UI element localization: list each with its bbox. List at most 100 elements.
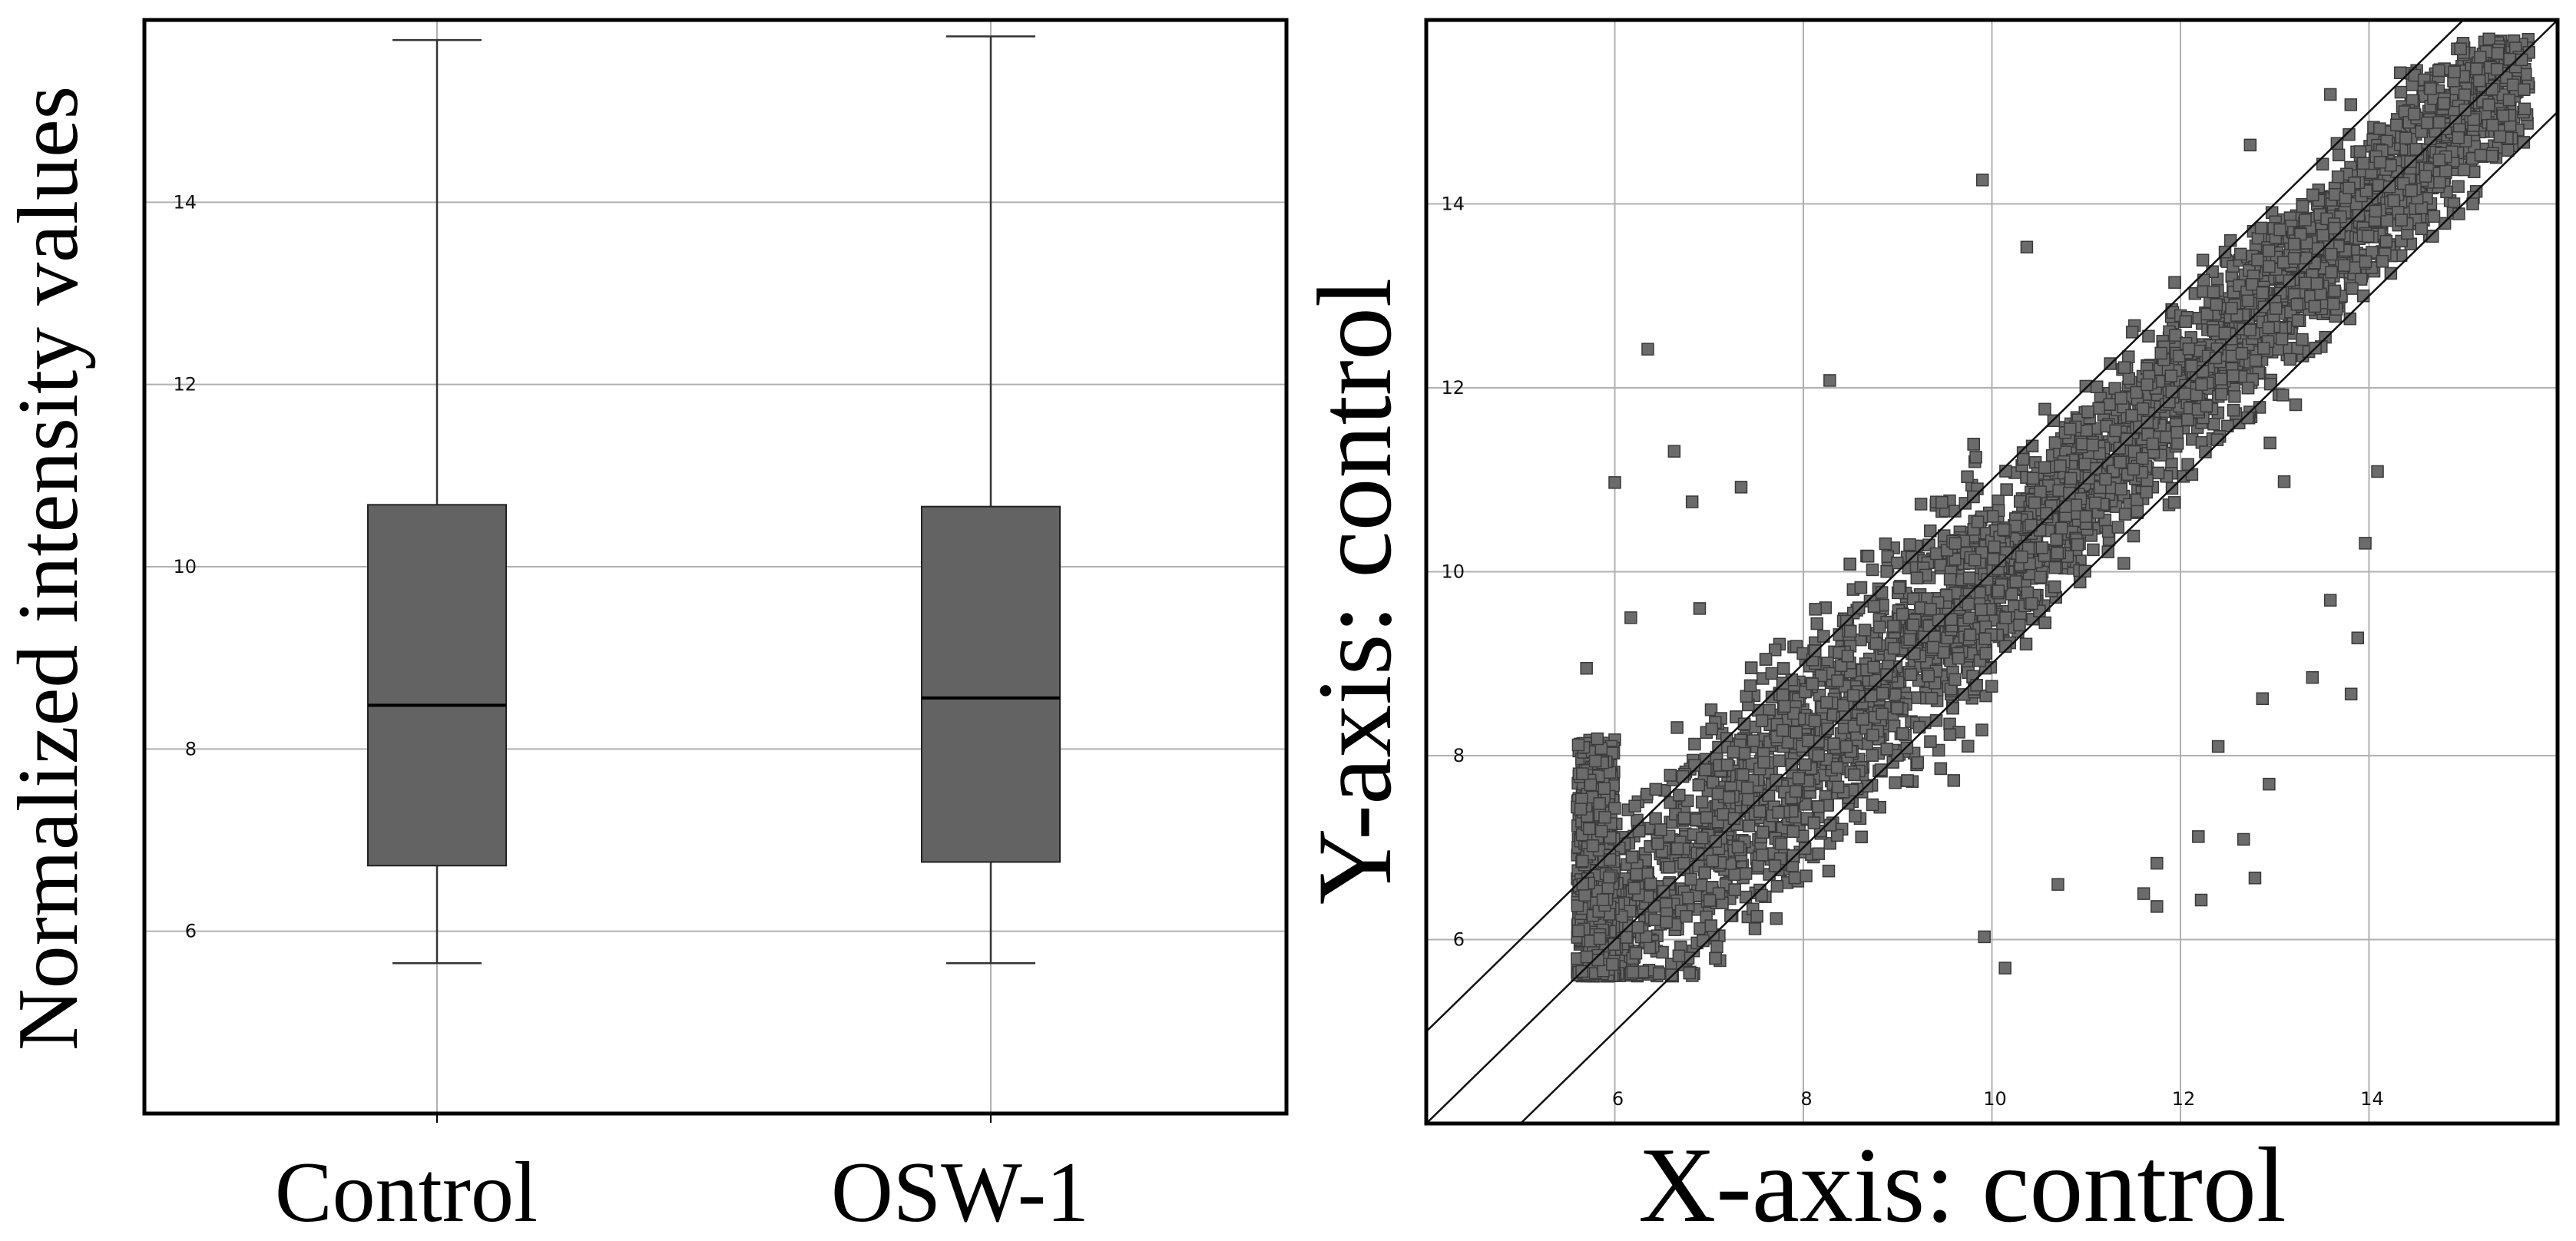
scatter-point <box>1670 721 1684 734</box>
scatter-point <box>2081 405 2094 419</box>
scatter-point <box>2251 253 2264 266</box>
scatter-point <box>2404 155 2417 168</box>
scatter-point <box>1952 651 1965 665</box>
scatter-point <box>2117 557 2131 570</box>
scatter-point <box>1802 734 1815 747</box>
scatter-point <box>1876 687 1889 700</box>
scatter-point <box>2306 188 2319 202</box>
scatter-point <box>2233 247 2247 261</box>
scatter-point <box>1584 778 1598 792</box>
scatter-point <box>1628 799 1641 812</box>
scatter-points <box>1571 32 2535 983</box>
scatter-point <box>2196 365 2210 378</box>
scatter-point <box>2064 422 2077 435</box>
scatter-point <box>1588 754 1602 768</box>
scatter-point <box>2214 372 2228 386</box>
scatter-point <box>2118 508 2132 521</box>
scatter-point <box>1866 563 1879 577</box>
scatter-point <box>2359 255 2372 269</box>
scatter-point <box>1903 633 1916 647</box>
scatter-point <box>2306 670 2319 684</box>
scatter-point <box>2090 380 2104 393</box>
scatter-point <box>2448 65 2461 78</box>
box-iqr <box>367 504 507 867</box>
scatter-point <box>1770 879 1784 893</box>
scatter-point <box>2361 230 2375 243</box>
scatter-point <box>1975 174 1989 187</box>
scatter-point <box>1812 847 1826 860</box>
scatter-point <box>2518 102 2531 116</box>
scatter-point <box>2344 98 2358 111</box>
scatter-point <box>1580 661 1593 675</box>
scatter-point <box>2069 498 2083 511</box>
scatter-point <box>2473 74 2486 88</box>
scatter-point <box>2225 302 2238 315</box>
scatter-point <box>2087 543 2100 557</box>
scatter-point <box>2308 299 2322 313</box>
scatter-point <box>1867 600 1881 613</box>
category-labels: Control OSW-1 <box>275 1145 1089 1240</box>
scatter-point <box>2130 386 2144 399</box>
x-tick-label: 10 <box>1983 1088 2007 1110</box>
scatter-point <box>2395 213 2408 227</box>
scatter-point <box>1593 932 1607 945</box>
scatter-point <box>1889 688 1902 701</box>
scatter-point <box>1772 806 1785 819</box>
scatter-point <box>1970 679 1983 692</box>
scatter-point <box>1684 872 1697 886</box>
scatter-point <box>2151 900 2164 913</box>
grid-lines <box>144 201 1286 932</box>
scatter-point <box>2034 571 2048 584</box>
scatter-point <box>2211 740 2225 753</box>
scatter-point <box>2289 398 2303 412</box>
scatter-point <box>1943 728 1957 741</box>
scatter-point <box>2114 392 2127 405</box>
scatter-point <box>2316 229 2329 242</box>
scatter-point <box>2159 430 2173 444</box>
scatter-point <box>2136 452 2149 465</box>
y-tick-label: 6 <box>185 921 197 942</box>
scatter-point <box>2458 88 2472 101</box>
scatter-point <box>2432 64 2445 78</box>
scatter-point <box>2254 221 2268 235</box>
scatter-point <box>2291 313 2305 327</box>
scatter-point <box>2263 436 2276 450</box>
scatter-point <box>1625 850 1639 864</box>
scatter-point <box>1765 667 1779 680</box>
scatter-point <box>2438 217 2452 230</box>
scatter-point <box>1651 837 1664 851</box>
y-tick-label: 8 <box>1453 745 1465 766</box>
scatter-point <box>2170 425 2184 439</box>
scatter-point <box>1750 909 1763 923</box>
scatter-point <box>2101 545 2114 558</box>
box-0 <box>367 20 507 1123</box>
category-label: OSW-1 <box>831 1145 1089 1240</box>
scatter-point <box>2078 458 2091 471</box>
scatter-point <box>1740 781 1754 795</box>
scatter-point <box>2054 459 2067 472</box>
x-tick-label: 12 <box>2172 1088 2196 1110</box>
scatter-point <box>1734 481 1748 494</box>
scatter-point <box>1571 899 1584 912</box>
scatter-point <box>2331 170 2345 184</box>
scatter-point <box>2048 561 2061 574</box>
scatter-point <box>1988 540 2001 554</box>
scatter-point <box>2151 856 2164 870</box>
scatter-point <box>2433 176 2446 189</box>
scatter-point <box>2348 261 2362 274</box>
scatter-point <box>2028 496 2041 509</box>
scatter-point <box>2038 461 2051 475</box>
scatter-point <box>1739 867 1753 880</box>
scatter-point <box>1699 763 1712 776</box>
scatter-point <box>1649 812 1662 826</box>
scatter-point <box>1632 825 1646 838</box>
scatter-point <box>1744 661 1758 674</box>
scatter-point <box>1770 912 1783 925</box>
scatter-point <box>1704 703 1718 716</box>
scatter-point <box>2262 321 2275 335</box>
scatter-point <box>2050 533 2063 547</box>
scatter-point <box>2325 266 2338 279</box>
scatter-point <box>2432 116 2446 129</box>
scatter-point <box>2207 417 2220 431</box>
scatter-point <box>1576 855 1589 868</box>
